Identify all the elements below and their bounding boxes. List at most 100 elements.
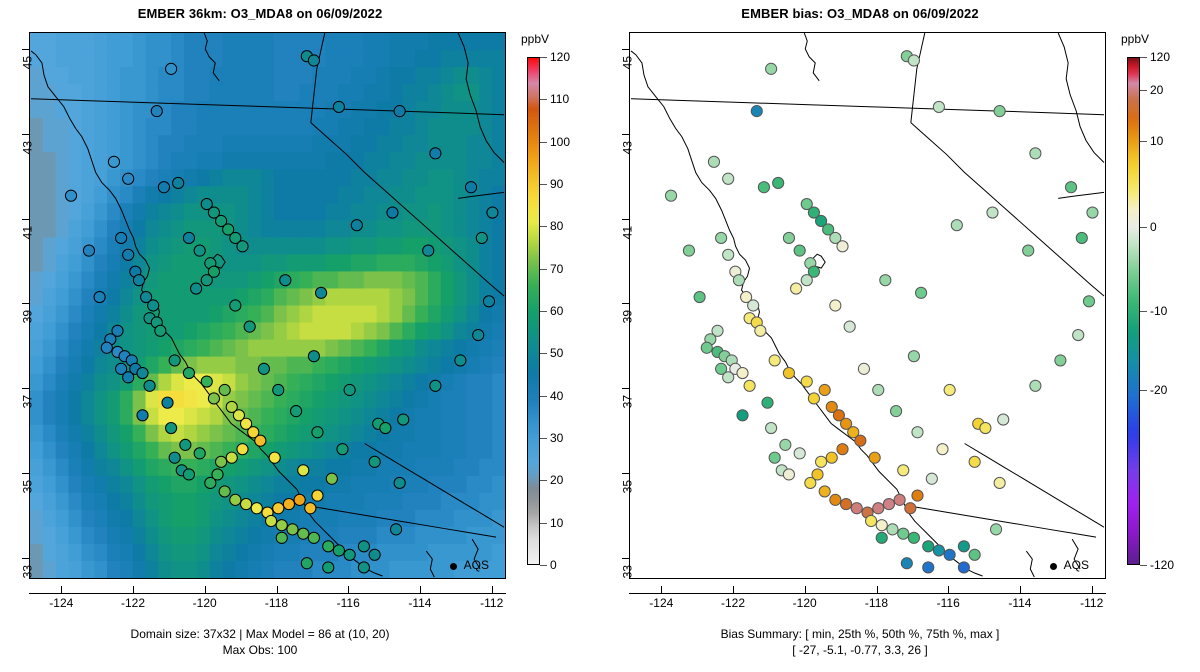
raster-cell (119, 526, 134, 545)
raster-cell (222, 254, 237, 273)
raster-cell (466, 543, 480, 562)
raster-cell (350, 50, 365, 68)
aqs-site-marker (325, 472, 338, 485)
raster-cell (261, 305, 275, 324)
raster-cell (363, 441, 378, 460)
raster-cell (184, 305, 198, 324)
raster-cell (427, 458, 442, 477)
raster-cell (492, 424, 505, 443)
raster-cell (492, 526, 505, 545)
raster-cell (107, 305, 121, 324)
raster-cell (235, 390, 249, 409)
colorbar-tick-label: 40 (550, 388, 564, 403)
raster-cell (107, 254, 121, 273)
raster-cell (68, 135, 82, 153)
aqs-site-marker (322, 561, 335, 574)
raster-cell (427, 526, 442, 545)
raster-cell (453, 220, 468, 238)
raster-cell (171, 135, 185, 153)
raster-cell (132, 441, 147, 460)
raster-cell (440, 118, 455, 136)
raster-cell (68, 424, 82, 443)
raster-cell (235, 356, 249, 375)
raster-cell (94, 101, 108, 119)
raster-cell (145, 441, 159, 460)
raster-cell (479, 33, 493, 51)
raster-cell (132, 322, 147, 341)
raster-cell (196, 33, 211, 51)
raster-cell (209, 339, 224, 358)
raster-cell (222, 152, 237, 170)
raster-cell (338, 220, 352, 238)
x-tick-label: -118 (264, 596, 289, 610)
raster-cell (30, 50, 44, 68)
colorbar-tick (1140, 140, 1147, 142)
raster-cell (376, 560, 391, 578)
raster-cell (209, 322, 224, 341)
raster-cell (273, 237, 288, 256)
aqs-site-marker (907, 531, 920, 544)
raster-cell (376, 152, 391, 170)
raster-cell (350, 237, 365, 256)
raster-cell (68, 373, 82, 392)
raster-cell (338, 475, 352, 494)
aqs-site-marker (736, 366, 749, 380)
raster-cell (81, 169, 95, 187)
aqs-site-marker (1022, 244, 1035, 257)
y-tick-label: 39 (20, 310, 34, 324)
raster-cell (107, 203, 121, 221)
raster-cell (184, 33, 198, 51)
raster-cell (42, 84, 57, 102)
raster-cell (261, 390, 275, 409)
raster-cell (440, 492, 455, 511)
raster-cell (145, 203, 159, 221)
aqs-site-marker (825, 451, 838, 464)
raster-cell (209, 305, 224, 324)
raster-cell (132, 492, 147, 511)
raster-cell (363, 84, 378, 102)
raster-cell (94, 526, 108, 545)
raster-cell (350, 305, 365, 324)
aqs-site-marker (857, 362, 870, 375)
raster-cell (273, 169, 288, 187)
raster-cell (286, 373, 301, 392)
raster-cell (325, 441, 339, 460)
raster-cell (415, 475, 429, 494)
raster-cell (196, 135, 211, 153)
raster-cell (376, 169, 391, 187)
x-tick (491, 586, 493, 594)
raster-cell (338, 424, 352, 443)
raster-cell (119, 135, 134, 153)
raster-cell (209, 84, 224, 102)
raster-cell (222, 356, 237, 375)
raster-cell (350, 339, 365, 358)
raster-cell (299, 169, 314, 187)
raster-cell (55, 67, 70, 85)
raster-cell (158, 305, 172, 324)
raster-cell (312, 152, 326, 170)
raster-cell (325, 67, 339, 85)
raster-cell (171, 118, 185, 136)
aqs-site-marker (454, 354, 467, 367)
raster-cell (68, 509, 82, 528)
aqs-site-marker (772, 176, 785, 190)
raster-cell (81, 305, 95, 324)
raster-cell (55, 509, 70, 528)
aqs-site-marker (332, 544, 345, 557)
raster-cell (299, 356, 314, 375)
raster-cell (158, 33, 172, 51)
y-tick-label: 43 (20, 140, 34, 155)
raster-cell (68, 271, 82, 290)
aqs-site-marker (157, 181, 171, 194)
raster-cell (427, 356, 442, 375)
raster-cell (479, 492, 493, 511)
raster-cell (222, 560, 237, 578)
raster-cell (402, 390, 416, 409)
aqs-site-marker (297, 527, 310, 540)
y-tick-label: 39 (620, 310, 634, 324)
raster-cell (453, 424, 468, 443)
aqs-site-marker (993, 105, 1006, 118)
raster-cell (440, 203, 455, 221)
raster-cell (81, 186, 95, 204)
raster-cell (196, 152, 211, 170)
